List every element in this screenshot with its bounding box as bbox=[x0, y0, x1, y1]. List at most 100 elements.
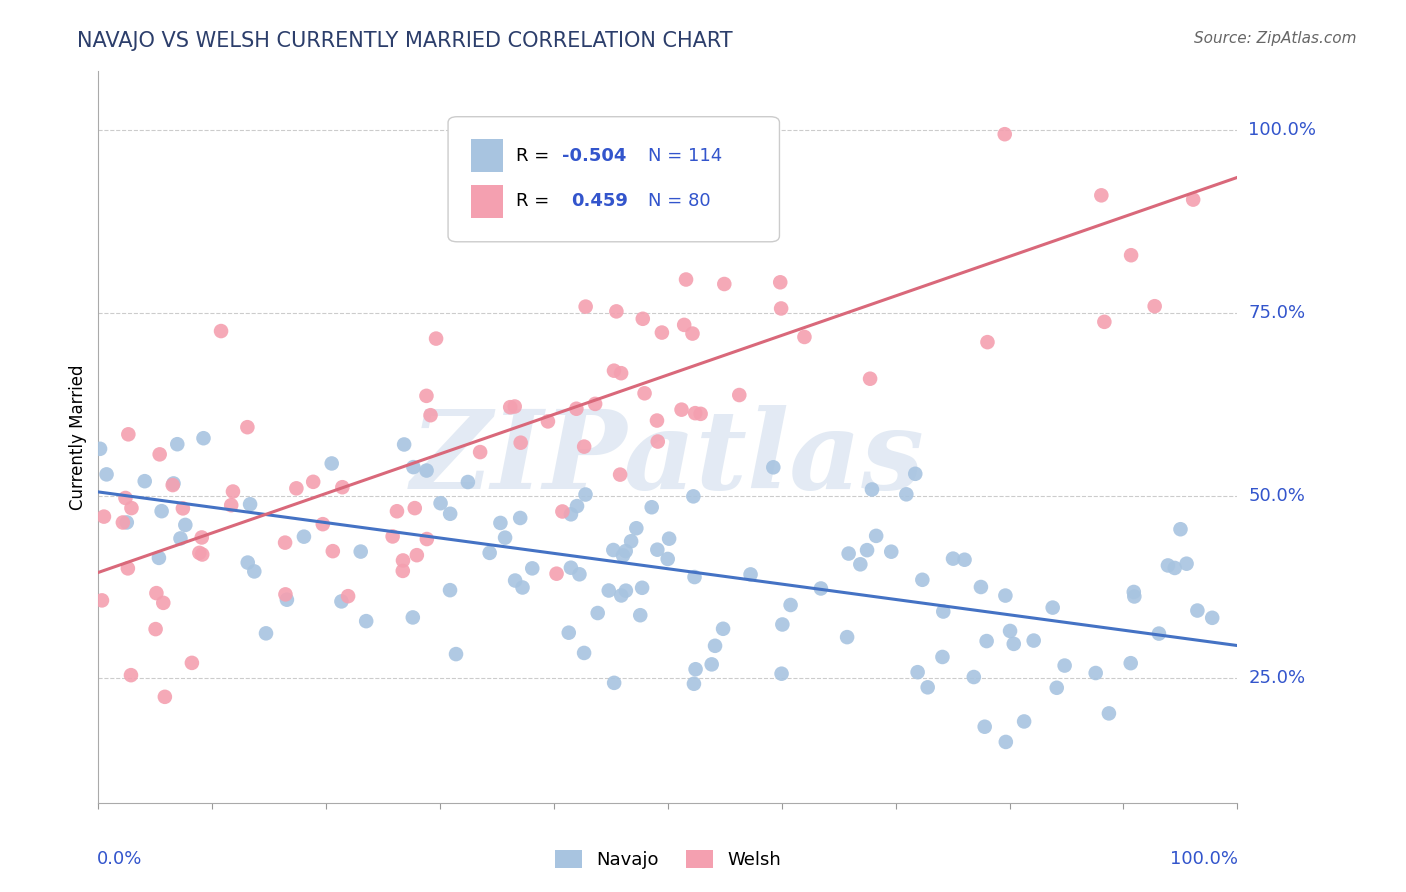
Point bbox=[551, 504, 574, 518]
Point bbox=[628, 608, 651, 623]
Point bbox=[609, 467, 631, 482]
Point bbox=[405, 548, 427, 562]
Point bbox=[671, 402, 693, 417]
Point bbox=[626, 521, 648, 535]
Text: 100.0%: 100.0% bbox=[1249, 121, 1316, 139]
Point bbox=[337, 589, 360, 603]
Point bbox=[150, 504, 173, 518]
Point bbox=[568, 567, 591, 582]
Point bbox=[330, 594, 353, 608]
Point bbox=[770, 301, 793, 316]
Point bbox=[503, 400, 526, 414]
Point bbox=[439, 583, 461, 598]
Point bbox=[537, 414, 560, 428]
Point bbox=[558, 625, 581, 640]
Point bbox=[572, 646, 595, 660]
Point bbox=[907, 665, 929, 680]
Point bbox=[682, 489, 704, 503]
Point bbox=[96, 467, 118, 482]
Point bbox=[700, 657, 723, 672]
Point bbox=[1201, 611, 1223, 625]
Point bbox=[429, 496, 451, 510]
Point bbox=[174, 517, 197, 532]
Point bbox=[849, 558, 872, 572]
Point bbox=[647, 434, 669, 449]
Point bbox=[134, 474, 156, 488]
Point bbox=[931, 650, 953, 665]
Point bbox=[468, 445, 491, 459]
Point bbox=[117, 427, 139, 442]
Point bbox=[322, 544, 344, 558]
Point bbox=[770, 617, 793, 632]
Point bbox=[285, 481, 308, 495]
Point bbox=[292, 530, 315, 544]
Text: 75.0%: 75.0% bbox=[1249, 304, 1306, 322]
Point bbox=[114, 491, 136, 505]
Point bbox=[121, 501, 143, 516]
Point bbox=[793, 330, 815, 344]
Point bbox=[574, 487, 596, 501]
Point bbox=[1098, 706, 1121, 721]
Point bbox=[416, 532, 439, 546]
Point bbox=[976, 634, 998, 648]
Point bbox=[145, 586, 167, 600]
Point bbox=[222, 484, 245, 499]
Point bbox=[385, 504, 408, 518]
Point bbox=[1012, 714, 1035, 729]
Point bbox=[942, 551, 965, 566]
Text: 0.0%: 0.0% bbox=[97, 850, 142, 868]
Point bbox=[598, 583, 620, 598]
Point bbox=[603, 364, 626, 378]
Point bbox=[1090, 188, 1112, 202]
Point bbox=[896, 487, 918, 501]
Point bbox=[689, 407, 711, 421]
Text: N = 114: N = 114 bbox=[648, 147, 723, 165]
Point bbox=[575, 300, 598, 314]
Point bbox=[973, 720, 995, 734]
Point bbox=[651, 326, 673, 340]
Point bbox=[602, 543, 624, 558]
Point bbox=[683, 406, 706, 420]
Point bbox=[239, 497, 262, 511]
Point bbox=[191, 548, 214, 562]
Point bbox=[994, 735, 1017, 749]
Point bbox=[911, 573, 934, 587]
Point bbox=[120, 668, 142, 682]
Point bbox=[209, 324, 232, 338]
Point bbox=[444, 647, 467, 661]
FancyBboxPatch shape bbox=[471, 139, 503, 172]
Point bbox=[392, 437, 415, 451]
Point bbox=[439, 507, 461, 521]
Point bbox=[404, 501, 426, 516]
Point bbox=[512, 581, 534, 595]
Point bbox=[274, 587, 297, 601]
Point bbox=[953, 553, 976, 567]
Point bbox=[658, 532, 681, 546]
Point bbox=[148, 550, 170, 565]
Point bbox=[522, 561, 544, 575]
Point bbox=[415, 464, 437, 478]
Point bbox=[302, 475, 325, 489]
Point bbox=[162, 478, 184, 492]
Point bbox=[614, 544, 637, 558]
Point bbox=[1042, 600, 1064, 615]
Point bbox=[994, 589, 1017, 603]
Point bbox=[402, 610, 425, 624]
Point bbox=[494, 531, 516, 545]
Point bbox=[610, 589, 633, 603]
Point bbox=[188, 546, 211, 560]
Point bbox=[115, 516, 138, 530]
Point bbox=[172, 501, 194, 516]
Point bbox=[932, 605, 955, 619]
Point bbox=[1092, 315, 1115, 329]
Point bbox=[350, 544, 373, 558]
Point bbox=[1119, 248, 1142, 262]
Legend: Navajo, Welsh: Navajo, Welsh bbox=[546, 840, 790, 878]
Point bbox=[994, 127, 1017, 141]
Point bbox=[631, 311, 654, 326]
Point bbox=[425, 332, 447, 346]
Text: R =: R = bbox=[516, 192, 550, 211]
Point bbox=[546, 566, 568, 581]
Point bbox=[391, 564, 413, 578]
Point bbox=[190, 531, 212, 545]
